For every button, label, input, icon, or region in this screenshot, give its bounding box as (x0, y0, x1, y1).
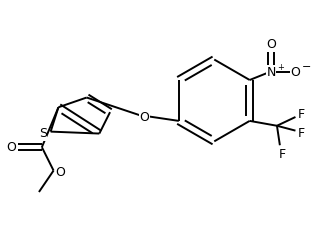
Text: O: O (266, 38, 276, 51)
Text: N: N (267, 66, 276, 79)
Text: O: O (139, 111, 149, 124)
Text: F: F (278, 149, 285, 161)
Text: O: O (7, 141, 16, 154)
Text: S: S (39, 127, 47, 140)
Text: +: + (277, 63, 284, 72)
Text: F: F (298, 108, 305, 121)
Text: −: − (302, 62, 311, 72)
Text: O: O (55, 166, 65, 179)
Text: F: F (298, 127, 305, 140)
Text: O: O (290, 66, 300, 79)
